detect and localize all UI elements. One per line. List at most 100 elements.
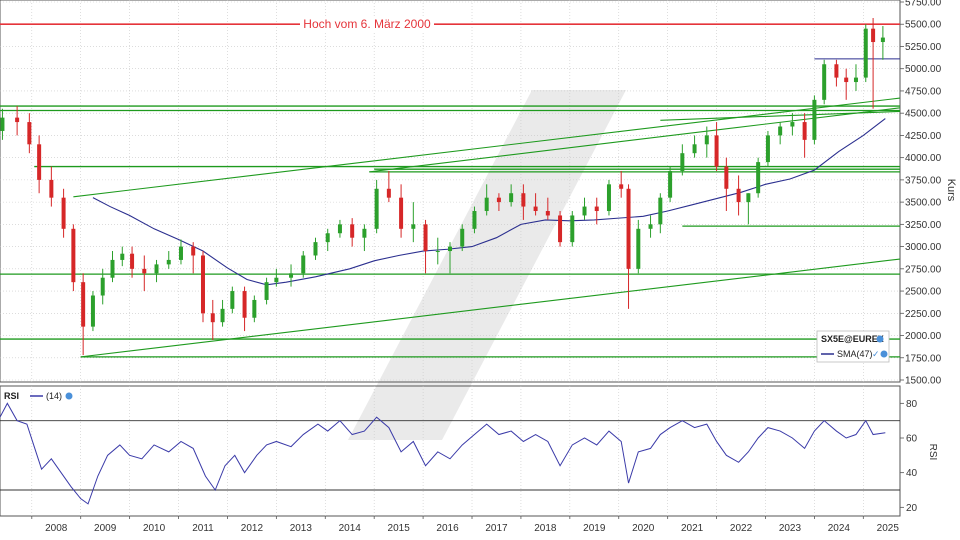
x-tick-label: 2023 [779, 523, 802, 534]
candle [692, 135, 697, 158]
info-icon[interactable] [65, 392, 73, 400]
candle [142, 255, 147, 292]
x-tick-label: 2008 [45, 523, 68, 534]
candle-body [435, 251, 440, 253]
candle-body [545, 211, 550, 216]
price-tick-label: 4250.00 [905, 131, 942, 142]
candle-body [496, 197, 501, 203]
price-tick-label: 4500.00 [905, 109, 942, 120]
candle-body [626, 188, 631, 269]
candle [350, 218, 355, 247]
candle-body [110, 259, 115, 278]
candles [0, 18, 885, 356]
rsi-tick-label: 20 [906, 503, 918, 514]
x-tick-label: 2020 [632, 523, 655, 534]
price-tick-label: 4750.00 [905, 86, 942, 97]
candle [230, 286, 235, 314]
annotation: Hoch vom 6. März 2000 [300, 16, 434, 33]
candle-body [142, 268, 147, 274]
candle-body [242, 291, 247, 318]
x-axis: 2008 2009 2010 2011 2012 2013 2014 2015 2016 2017… [31, 516, 899, 534]
x-tick-label: 2009 [94, 523, 117, 534]
candle-body [423, 224, 428, 252]
candle-body [0, 117, 5, 131]
candle-body [658, 197, 663, 225]
rsi-line [0, 402, 886, 505]
price-tick-label: 1750.00 [905, 353, 942, 364]
candle [756, 157, 761, 198]
x-tick-label: 2014 [339, 523, 362, 534]
info-icon[interactable] [880, 350, 888, 358]
candle [220, 299, 225, 327]
candle [724, 157, 729, 212]
rsi-panel: 80 60 40 20 RSI (14) RSI [0, 385, 938, 517]
candle-body [191, 246, 196, 256]
candle-body [264, 282, 269, 300]
candle-body [362, 228, 367, 238]
candle [242, 286, 247, 332]
candle [778, 122, 783, 145]
candle-body [714, 135, 719, 167]
candle [399, 184, 404, 238]
legend-sma-label: SMA(47) [837, 349, 873, 359]
rsi-tick-label: 60 [906, 434, 918, 445]
legend-box [816, 330, 890, 363]
candle [362, 224, 367, 252]
candle [289, 264, 294, 287]
candle-body [71, 228, 76, 283]
rsi-tick-label: 80 [906, 399, 918, 410]
candle [619, 170, 624, 198]
candle-body [289, 273, 294, 278]
candle [790, 113, 795, 136]
legend-symbol: SX5E@EUREX [821, 334, 884, 344]
candle-body [154, 264, 159, 274]
candle-body [301, 255, 306, 274]
candle-body [130, 253, 135, 269]
candle-body [61, 197, 66, 229]
info-icon[interactable] [876, 335, 884, 343]
candle [472, 206, 477, 234]
candle [736, 175, 741, 216]
candle-body [90, 295, 95, 327]
sma-line [92, 118, 886, 286]
x-tick-label: 2022 [730, 523, 753, 534]
candle-body [790, 122, 795, 127]
candle [0, 108, 5, 140]
candle [853, 64, 858, 91]
candle [301, 251, 306, 278]
candle-body [802, 122, 807, 140]
sma-path [92, 118, 886, 286]
candle-body [822, 64, 827, 100]
support-line [660, 110, 901, 121]
candle-body [880, 37, 885, 43]
annotation-bg [300, 16, 434, 33]
price-panel-frame [0, 0, 901, 383]
candle-body [521, 193, 526, 207]
candle [533, 193, 538, 216]
candle-body [220, 308, 225, 323]
candle-body [325, 233, 330, 243]
candle-body [252, 299, 257, 318]
support-line [80, 258, 901, 358]
candle-body [178, 246, 183, 260]
candle [521, 184, 526, 220]
candle [130, 246, 135, 278]
candle [570, 211, 575, 247]
candle [374, 179, 379, 234]
candle-body [49, 179, 54, 198]
candle-body [533, 206, 538, 212]
candle-body [374, 188, 379, 229]
rsi-levels [0, 420, 900, 491]
candle-body [460, 228, 465, 247]
check-icon[interactable]: ✓ [872, 349, 880, 359]
x-tick-label: 2024 [828, 523, 851, 534]
candle [460, 224, 465, 252]
candle [337, 219, 342, 238]
candle-body [863, 28, 868, 78]
candle-body [558, 215, 563, 243]
candle-body [724, 166, 729, 189]
candle-body [15, 117, 20, 123]
candle [871, 18, 876, 109]
candle-body [313, 242, 318, 256]
watermark-logo [348, 90, 626, 440]
